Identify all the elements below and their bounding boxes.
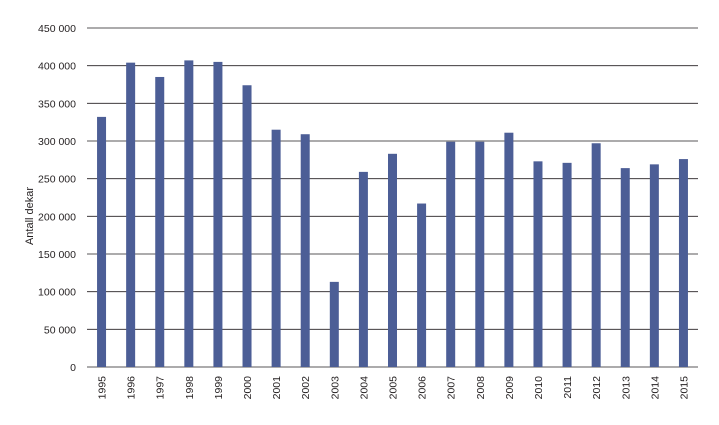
bar-2013 xyxy=(620,168,630,367)
bar-2015 xyxy=(678,159,688,367)
x-tick-label: 1999 xyxy=(213,376,225,400)
x-tick-label: 2015 xyxy=(678,376,690,400)
bar-2003 xyxy=(329,281,339,367)
bar-1995 xyxy=(97,116,107,367)
x-tick-label: 2000 xyxy=(242,376,254,400)
x-tick-label: 2001 xyxy=(271,376,283,400)
x-tick-label: 2004 xyxy=(358,376,370,400)
bar-2000 xyxy=(242,85,252,368)
bar-2001 xyxy=(271,129,281,367)
y-tick-label: 50 000 xyxy=(44,324,76,336)
x-tick-label: 2006 xyxy=(417,376,429,400)
y-tick-label: 0 xyxy=(70,362,76,374)
x-tick-label: 2002 xyxy=(300,376,312,400)
x-tick-label: 1998 xyxy=(184,376,196,400)
bar-2009 xyxy=(504,132,514,367)
bar-1998 xyxy=(184,60,194,367)
bar-2007 xyxy=(446,141,456,367)
y-tick-label: 100 000 xyxy=(38,287,76,299)
bar-1997 xyxy=(155,76,165,367)
bar-2008 xyxy=(475,141,485,367)
bar-2011 xyxy=(562,162,572,367)
y-axis-tick-labels: 0 50 000 100 000 150 000 200 000 250 000 300 0… xyxy=(38,23,76,374)
x-tick-label: 2007 xyxy=(446,376,458,400)
x-tick-label: 1996 xyxy=(126,376,138,400)
x-tick-label: 2010 xyxy=(533,376,545,400)
x-axis-tick-labels: 1995 1996 1997 1998 1999 2000 2001 2002 2003 2004… xyxy=(97,376,691,400)
x-tick-label: 2011 xyxy=(562,376,574,399)
x-tick-label: 2003 xyxy=(329,376,341,400)
bar-2005 xyxy=(388,153,397,367)
x-tick-label: 2014 xyxy=(649,376,661,400)
y-axis-title: Antall dekar xyxy=(24,187,36,245)
x-tick-label: 2005 xyxy=(388,376,400,400)
bar-2010 xyxy=(533,161,543,367)
bars xyxy=(97,60,688,368)
y-tick-label: 350 000 xyxy=(38,98,76,110)
y-tick-label: 150 000 xyxy=(38,249,76,261)
x-tick-label: 2012 xyxy=(591,376,603,400)
x-tick-label: 1995 xyxy=(97,376,109,400)
y-tick-label: 400 000 xyxy=(38,61,76,73)
x-tick-label: 2013 xyxy=(620,376,632,400)
y-tick-label: 250 000 xyxy=(38,174,76,186)
bar-2002 xyxy=(300,134,310,367)
bar-1999 xyxy=(213,61,223,368)
x-tick-label: 1997 xyxy=(155,376,167,400)
bar-2004 xyxy=(358,171,368,367)
x-tick-label: 2008 xyxy=(475,376,487,400)
x-tick-label: 2009 xyxy=(504,376,516,400)
bar-1996 xyxy=(126,62,136,368)
bar-2014 xyxy=(649,164,659,367)
y-tick-label: 200 000 xyxy=(38,211,76,223)
y-tick-label: 300 000 xyxy=(38,136,76,148)
bar-2012 xyxy=(591,143,601,367)
y-tick-label: 450 000 xyxy=(38,23,76,35)
bar-2006 xyxy=(417,203,427,367)
